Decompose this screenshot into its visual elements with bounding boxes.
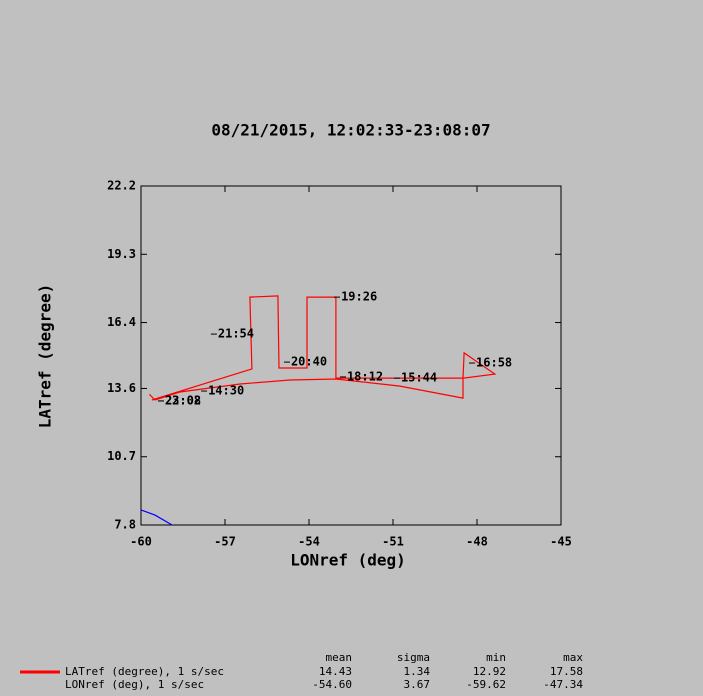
y-axis-label: LATref (degree) — [36, 284, 55, 429]
annotation: 23:08 — [165, 393, 201, 407]
stats-value: 14.43 — [319, 665, 352, 678]
y-tick-label: 22.2 — [107, 179, 136, 193]
x-tick-label: -54 — [298, 535, 320, 549]
stats-header: mean — [326, 651, 353, 664]
stats-value: -47.34 — [543, 678, 583, 691]
stats-value: 17.58 — [550, 665, 583, 678]
stats-value: -59.62 — [466, 678, 506, 691]
legend-label: LONref (deg), 1 s/sec — [65, 678, 204, 691]
y-tick-label: 13.6 — [107, 381, 136, 395]
annotation: 15:44 — [401, 371, 437, 385]
annotation: 14:30 — [208, 384, 244, 398]
x-tick-label: -57 — [214, 535, 236, 549]
annotation: 20:40 — [291, 355, 327, 369]
stats-header: max — [563, 651, 583, 664]
stats-header: sigma — [397, 651, 430, 664]
stats-value: -54.60 — [312, 678, 352, 691]
track-line — [140, 509, 173, 526]
annotation: 21:54 — [218, 327, 254, 341]
stats-value: 12.92 — [473, 665, 506, 678]
plot-frame — [140, 185, 562, 526]
x-axis-label: LONref (deg) — [290, 551, 406, 570]
x-tick-label: -51 — [382, 535, 404, 549]
y-tick-label: 10.7 — [107, 449, 136, 463]
y-tick-label: 7.8 — [114, 518, 136, 532]
legend-label: LATref (degree), 1 s/sec — [65, 665, 224, 678]
stats-value: 3.67 — [404, 678, 431, 691]
stats-value: 1.34 — [404, 665, 431, 678]
stats-header: min — [486, 651, 506, 664]
annotation: 22:02 — [165, 393, 201, 407]
annotation: 16:58 — [476, 356, 512, 370]
chart-title: 08/21/2015, 12:02:33-23:08:07 — [211, 121, 490, 140]
y-tick-label: 19.3 — [107, 247, 136, 261]
track-line — [148, 295, 497, 401]
annotation: 19:26 — [341, 290, 377, 304]
x-tick-label: -48 — [466, 535, 488, 549]
x-tick-label: -60 — [130, 535, 152, 549]
x-tick-label: -45 — [550, 535, 572, 549]
annotation: 18:12 — [347, 369, 383, 383]
y-tick-label: 16.4 — [107, 315, 136, 329]
